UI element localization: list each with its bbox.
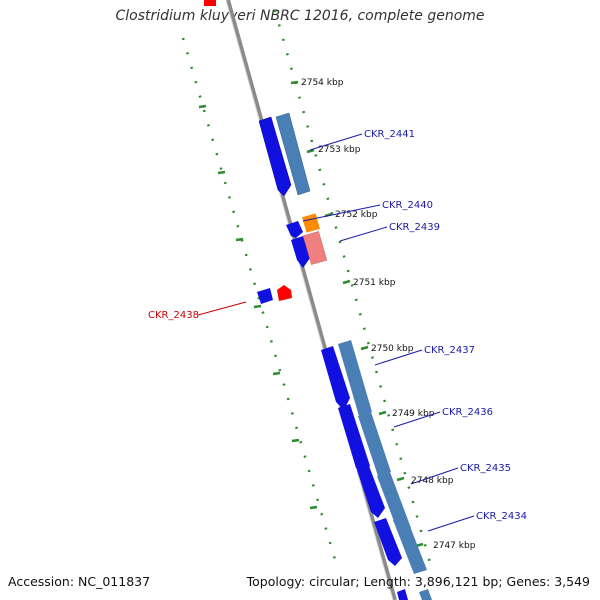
tick-label: 2750 kbp — [371, 344, 414, 354]
gene-cds-ckr-2437[interactable] — [321, 346, 350, 410]
feature-cds-ckr-2436[interactable] — [358, 412, 391, 476]
trna-feature[interactable] — [302, 213, 320, 233]
gene-label[interactable]: CKR_2436 — [442, 407, 493, 418]
tick-label: 2751 kbp — [353, 278, 396, 288]
gene-label-leader — [410, 467, 459, 485]
gene-label-leader — [393, 411, 441, 428]
gene-label[interactable]: CKR_2438 — [148, 310, 199, 321]
accession-label: Accession: NC_011837 — [8, 574, 151, 589]
gene-label-leader — [197, 301, 247, 316]
gene-label[interactable]: CKR_2434 — [476, 511, 527, 522]
gene-cds-ckr-2438[interactable] — [257, 288, 273, 304]
gene-label[interactable]: CKR_2440 — [382, 200, 433, 211]
gene-label-leader — [339, 226, 388, 242]
gene-label[interactable]: CKR_2435 — [460, 463, 511, 474]
gene-cds-ckr-2439[interactable] — [291, 236, 310, 268]
gene-label-leader — [302, 204, 381, 222]
genome-backbone — [226, 0, 397, 600]
gene-label-leader — [309, 133, 363, 151]
rrna-feature[interactable] — [302, 231, 328, 265]
genome-summary: Topology: circular; Length: 3,896,121 bp… — [246, 574, 590, 589]
tick-label: 2752 kbp — [335, 210, 378, 220]
gene-cds-ckr-2441[interactable] — [258, 116, 292, 197]
tick-label: 2749 kbp — [392, 409, 435, 419]
tick-label: 2748 kbp — [411, 476, 454, 486]
gene-cds-ckr-2435[interactable] — [357, 466, 385, 518]
feature-cds-ckr-2441[interactable] — [275, 112, 311, 196]
gene-label[interactable]: CKR_2441 — [364, 129, 415, 140]
major-ticks-inner — [198, 104, 318, 510]
feature-cds-next[interactable] — [419, 589, 432, 600]
gene-label[interactable]: CKR_2439 — [389, 222, 440, 233]
genome-backbone-highlight — [225, 0, 394, 600]
tick-label: 2753 kbp — [318, 145, 361, 155]
tick-label: 2754 kbp — [301, 78, 344, 88]
gene-label[interactable]: CKR_2437 — [424, 345, 475, 356]
tick-ring-outer — [273, 9, 434, 571]
gene-label-leader — [427, 515, 475, 532]
gene-cds-ckr-2436[interactable] — [338, 404, 370, 476]
gene-cds-ckr-2440[interactable] — [286, 221, 303, 238]
feature-cds-ckr-2434[interactable] — [393, 516, 427, 574]
feature-fragment[interactable] — [204, 0, 216, 6]
gene-label-leader — [374, 349, 423, 366]
genome-title: Clostridium kluyveri NBRC 12016, complet… — [115, 8, 485, 24]
gene-cds-ckr-2434[interactable] — [374, 518, 402, 566]
feature-cds-ckr-2437[interactable] — [338, 340, 372, 416]
gene-cds-next[interactable] — [397, 589, 408, 600]
gene-cds-ckr-2438-minus[interactable] — [277, 285, 292, 301]
tick-label: 2747 kbp — [433, 541, 476, 551]
feature-cds-ckr-2435[interactable] — [377, 472, 411, 532]
